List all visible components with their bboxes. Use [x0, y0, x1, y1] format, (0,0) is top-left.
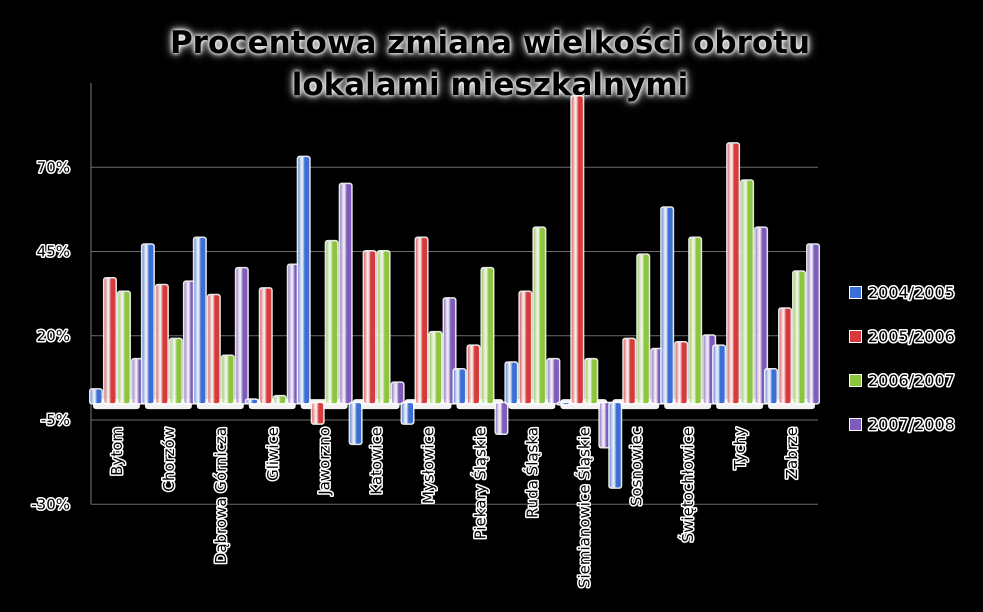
bar-2004-2005 [90, 389, 102, 404]
bar-2005-2006 [364, 251, 376, 404]
bar-2006-2007 [689, 238, 701, 404]
x-tick-label: Chorzów [160, 427, 178, 492]
legend: 2004/2005 2005/2006 2006/2007 2007/2008 [849, 282, 956, 436]
x-tick-label: Jaworzno [316, 427, 334, 496]
bar-2004-2005 [609, 403, 621, 488]
bar-2007-2008 [599, 403, 611, 447]
bar-2005-2006 [156, 285, 168, 404]
bar-2006-2007 [430, 332, 442, 404]
x-tick-label: Gliwice [264, 427, 282, 481]
bar-2006-2007 [274, 396, 286, 404]
bar-2006-2007 [170, 339, 182, 404]
bar-2007-2008 [755, 227, 767, 404]
bar-2004-2005 [765, 369, 777, 404]
x-tick-label: Bytom [108, 427, 126, 476]
legend-swatch [850, 287, 861, 298]
bar-2004-2005 [142, 244, 154, 404]
x-tick-label: Katowice [368, 427, 386, 495]
bar-2006-2007 [741, 180, 753, 404]
bar-2004-2005 [713, 345, 725, 404]
legend-swatch [850, 331, 861, 342]
x-tick-label: Dąbrowa Górnicza [212, 427, 230, 564]
bar-2007-2008 [288, 264, 300, 404]
legend-label: 2007/2008 [868, 415, 955, 434]
y-tick-label: 45% [37, 243, 70, 261]
bar-2006-2007 [533, 227, 545, 404]
bar-2004-2005 [194, 238, 206, 404]
bar-2004-2005 [246, 399, 258, 404]
x-tick-label: Zabrze [783, 427, 801, 479]
bar-2005-2006 [104, 278, 116, 404]
bar-2004-2005 [453, 369, 465, 404]
legend-label: 2005/2006 [868, 327, 955, 346]
y-tick-label: -5% [41, 411, 70, 429]
bar-2007-2008 [495, 403, 507, 434]
bar-2007-2008 [184, 281, 196, 404]
bar-2007-2008 [132, 359, 144, 404]
x-tick-label: Piekary Śląskie [470, 427, 489, 539]
bar-2005-2006 [571, 96, 583, 404]
x-tick-label: Świętochłowice [678, 427, 697, 542]
y-gridlines: -30% -5% 20% 45% 70% [30, 157, 818, 515]
bar-2006-2007 [585, 359, 597, 404]
bars [88, 94, 821, 489]
x-tick-label: Ruda Śląska [522, 427, 541, 518]
bar-2006-2007 [793, 271, 805, 404]
bar-2007-2008 [340, 184, 352, 404]
bar-2005-2006 [416, 238, 428, 404]
bar-2005-2006 [260, 288, 272, 404]
legend-swatch [850, 375, 861, 386]
bar-2004-2005 [661, 207, 673, 404]
bar-2005-2006 [675, 342, 687, 404]
chart-title: Procentowa zmiana wielkości obrotu lokal… [130, 22, 850, 106]
y-tick-label: 70% [37, 158, 70, 176]
x-tick-label: Tychy [731, 427, 749, 470]
bar-2005-2006 [467, 345, 479, 404]
x-tick-label: Siemianowice Śląskie [574, 427, 593, 588]
x-tick-label: Sosnowiec [627, 427, 645, 506]
bar-2006-2007 [637, 254, 649, 404]
bar-2005-2006 [779, 308, 791, 404]
bar-2006-2007 [118, 291, 130, 404]
bar-2005-2006 [208, 295, 220, 404]
bar-2004-2005 [557, 403, 569, 405]
bar-2007-2008 [236, 268, 248, 404]
bar-2004-2005 [350, 403, 362, 444]
bar-2005-2006 [312, 403, 324, 424]
bar-2005-2006 [623, 339, 635, 404]
bar-2007-2008 [807, 244, 819, 404]
y-tick-label: 20% [37, 327, 70, 345]
bar-2007-2008 [547, 359, 559, 404]
bar-2007-2008 [703, 335, 715, 404]
bar-2006-2007 [222, 355, 234, 404]
x-tick-label: Mysłowice [420, 427, 438, 504]
bar-2006-2007 [481, 268, 493, 404]
bar-2005-2006 [727, 143, 739, 404]
legend-label: 2006/2007 [868, 371, 955, 390]
bar-2007-2008 [392, 382, 404, 404]
bar-2004-2005 [402, 403, 414, 424]
chart-title-line-2: lokalami mieszkalnymi [291, 67, 689, 103]
bar-2004-2005 [505, 362, 517, 404]
legend-label: 2004/2005 [868, 283, 955, 302]
y-tick-label: -30% [31, 495, 70, 513]
bar-2005-2006 [519, 291, 531, 404]
bar-2006-2007 [378, 251, 390, 404]
bar-2006-2007 [326, 241, 338, 404]
x-tick-labels: Bytom Chorzów Dąbrowa Górnicza Gliwice Jawor… [106, 425, 802, 589]
legend-swatch [850, 419, 861, 430]
chart-title-line-1: Procentowa zmiana wielkości obrotu [169, 25, 811, 61]
bar-2007-2008 [651, 349, 663, 404]
bar-2007-2008 [444, 298, 456, 404]
bar-2004-2005 [298, 157, 310, 404]
